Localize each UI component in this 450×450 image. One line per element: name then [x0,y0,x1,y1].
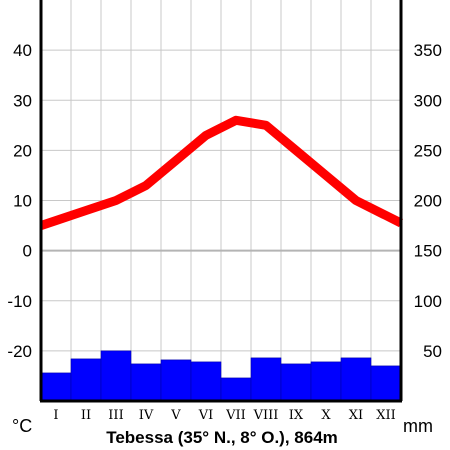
month-label: VIII [253,408,279,423]
month-label: X [321,408,331,423]
grid-lines [41,0,401,401]
temperature-series [39,115,404,230]
month-label: VII [225,408,246,423]
month-label: V [170,408,181,423]
temperature-tick-label: 0 [23,242,32,261]
precipitation-bar [130,363,162,402]
precipitation-tick-label: 50 [423,342,442,361]
precipitation-bar [280,363,312,402]
precipitation-tick-label: 300 [414,91,442,110]
month-label: III [108,408,123,423]
month-axis: I II III IV V VI VII VIII IX X XI XII [53,408,395,423]
month-label: I [53,408,58,423]
month-label: IX [289,408,304,423]
temperature-tick-label: 40 [13,41,32,60]
precipitation-bar [340,357,372,402]
precipitation-bar [70,358,102,402]
temperature-axis: -20 -10 0 10 20 30 40 [7,41,32,361]
precipitation-tick-label: 100 [414,292,442,311]
precipitation-bar [220,377,252,402]
temperature-tick-label: 20 [13,141,32,160]
precipitation-bar [250,357,282,402]
precipitation-bar [310,361,342,402]
chart-title: Tebessa (35° N., 8° O.), 864m [106,428,338,447]
precipitation-unit-label: mm [403,416,433,436]
temperature-tick-label: 30 [13,91,32,110]
month-label: XII [376,408,396,423]
precipitation-tick-label: 150 [414,242,442,261]
precipitation-bar [40,372,72,402]
precipitation-bar [370,365,402,402]
precipitation-tick-label: 250 [414,141,442,160]
precipitation-axis: 50 100 150 200 250 300 350 [414,41,442,361]
temperature-tick-label: 10 [13,192,32,211]
temperature-line [39,115,404,230]
month-label: IV [139,408,154,423]
precipitation-tick-label: 200 [414,192,442,211]
plot-frame [39,0,403,403]
precipitation-tick-label: 350 [414,41,442,60]
precipitation-bar [100,350,132,402]
temperature-tick-label: -10 [7,292,32,311]
temperature-unit-label: °C [12,416,32,436]
month-label: XI [349,408,363,423]
precipitation-bar [160,359,192,402]
precipitation-bars [40,350,402,402]
precipitation-bar [190,361,222,402]
temperature-tick-label: -20 [7,342,32,361]
month-label: VI [198,408,214,423]
month-label: II [81,408,91,423]
